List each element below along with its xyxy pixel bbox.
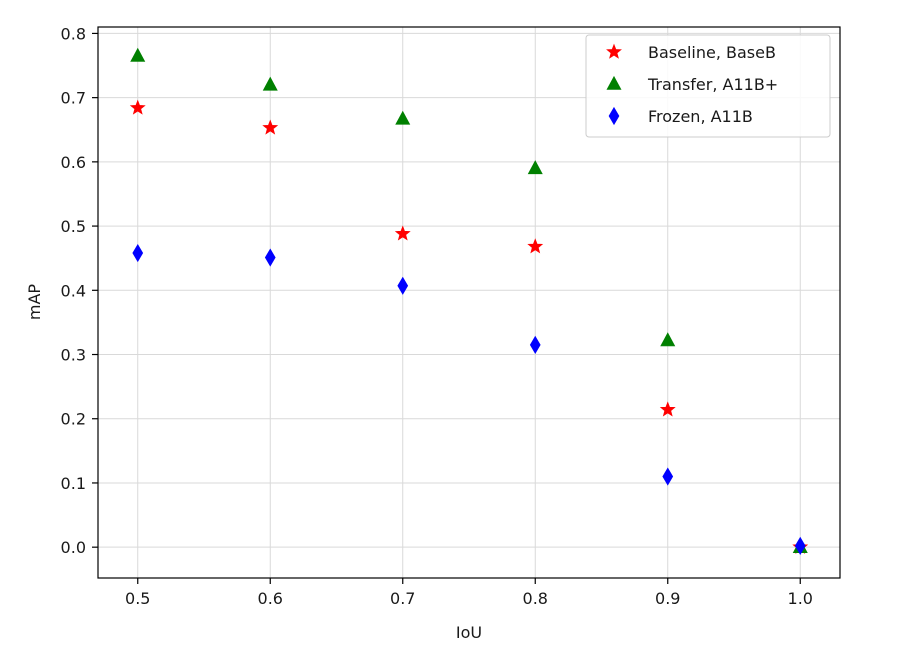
legend-diamond-icon	[608, 106, 620, 126]
y-tick-label: 0.3	[61, 346, 86, 365]
y-tick-label: 0.6	[61, 153, 86, 172]
x-tick-label: 0.5	[125, 589, 150, 608]
triangle-point	[527, 160, 543, 175]
legend-label: Frozen, A11B	[648, 107, 753, 126]
diamond-point	[794, 536, 806, 555]
y-tick-label: 0.1	[61, 474, 86, 493]
x-tick-label: 0.8	[523, 589, 548, 608]
y-tick-label: 0.7	[61, 89, 86, 108]
series-star	[129, 99, 809, 554]
y-tick-label: 0.2	[61, 410, 86, 429]
legend-label: Transfer, A11B+	[647, 75, 778, 94]
diamond-point	[662, 467, 674, 486]
star-point	[527, 238, 544, 254]
x-tick-label: 0.6	[258, 589, 283, 608]
y-tick-label: 0.4	[61, 281, 86, 300]
y-tick-label: 0.5	[61, 217, 86, 236]
series-diamond	[132, 243, 806, 555]
diamond-point	[264, 248, 276, 267]
y-axis-label: mAP	[25, 284, 44, 321]
star-point	[129, 99, 146, 115]
y-tick-label: 0.0	[61, 538, 86, 557]
legend-box	[585, 34, 831, 138]
star-point	[262, 119, 279, 135]
axis-ticks: 0.5 0.6 0.7 0.8 0.9 1.0 0.0 0.1 0.2 0.3 0.4 0.5 0.6 0…	[61, 24, 813, 608]
x-tick-label: 0.9	[655, 589, 680, 608]
legend-label: Baseline, BaseB	[648, 43, 776, 62]
data-points	[129, 47, 809, 555]
diamond-point	[132, 243, 144, 263]
legend-star-icon	[606, 43, 622, 59]
y-tick-label: 0.8	[61, 24, 86, 43]
x-tick-label: 0.7	[390, 589, 415, 608]
x-axis-label: IoU	[456, 623, 482, 642]
diamond-point	[397, 276, 409, 295]
x-tick-label: 1.0	[788, 589, 813, 608]
legend-triangle-icon	[606, 75, 622, 90]
triangle-point	[262, 76, 278, 91]
triangle-point	[395, 110, 411, 125]
star-point	[394, 225, 411, 241]
diamond-point	[529, 335, 541, 354]
star-point	[659, 401, 676, 417]
triangle-point	[660, 332, 676, 347]
legend: Baseline, BaseB Transfer, A11B+ Frozen, A1…	[585, 34, 831, 138]
triangle-point	[130, 47, 146, 62]
plot-frame	[97, 26, 841, 579]
